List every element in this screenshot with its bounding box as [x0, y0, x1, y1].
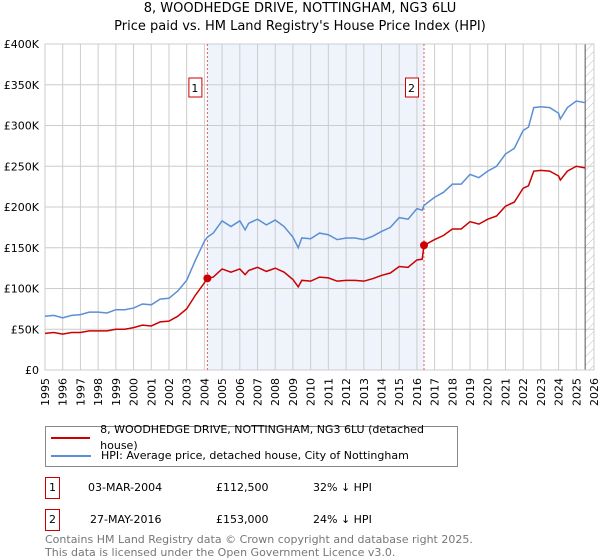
- price-paid-line: [44, 165, 586, 335]
- x-tick-label: 2019: [464, 378, 477, 406]
- x-tick-label: 2012: [340, 378, 353, 406]
- x-tick-label: 2008: [269, 378, 282, 406]
- x-tick-label: 2007: [252, 378, 265, 406]
- x-tick-label: 2000: [128, 378, 141, 406]
- y-tick-label: £300K: [4, 120, 40, 133]
- red-line-swatch: [51, 437, 91, 439]
- sale-marker-label: 1: [45, 477, 60, 499]
- x-tick-label: 2004: [198, 378, 211, 406]
- hpi-line: [44, 100, 586, 319]
- chart-title: 8, WOODHEDGE DRIVE, NOTTINGHAM, NG3 6LU: [143, 1, 457, 16]
- legend: 8, WOODHEDGE DRIVE, NOTTINGHAM, NG3 6LU …: [45, 423, 458, 467]
- x-tick-label: 2002: [163, 378, 176, 406]
- x-tick-label: 2005: [216, 378, 229, 406]
- x-tick-label: 2003: [181, 378, 194, 406]
- blue-line-swatch: [51, 455, 91, 457]
- sale-price: £153,000: [216, 513, 269, 526]
- x-tick-label: 2001: [145, 378, 158, 406]
- x-tick-label: 2017: [429, 378, 442, 406]
- y-tick-label: £150K: [4, 242, 40, 255]
- x-tick-label: 1999: [110, 378, 123, 406]
- x-tick-label: 2014: [375, 378, 388, 406]
- y-tick-label: £250K: [4, 160, 40, 173]
- legend-item-property: 8, WOODHEDGE DRIVE, NOTTINGHAM, NG3 6LU …: [51, 423, 457, 452]
- sale-point: [419, 241, 428, 250]
- y-tick-label: £100K: [4, 283, 40, 296]
- x-tick-label: 2023: [535, 378, 548, 406]
- sale-row-2: 2 27-MAY-2016 £153,000 24% ↓ HPI: [45, 509, 445, 531]
- sale-marker-label: 1: [191, 82, 198, 95]
- sale-marker-box: [188, 77, 203, 98]
- x-tick-label: 2013: [358, 378, 371, 406]
- footer-licence: This data is licensed under the Open Gov…: [45, 546, 396, 559]
- y-tick-label: £200K: [4, 201, 40, 214]
- plot-border: [44, 43, 595, 371]
- price-chart: 1995 1996 1997 1998 1999 2000 2001 2002 2003 2004…: [4, 38, 600, 406]
- sale-price: £112,500: [216, 481, 269, 494]
- x-tick-label: 2015: [393, 378, 406, 406]
- x-tick-label: 2025: [570, 378, 583, 406]
- x-tick-label: 1996: [57, 378, 70, 406]
- sale-hpi-diff: 24% ↓ HPI: [313, 513, 372, 526]
- legend-label: HPI: Average price, detached house, City…: [101, 449, 409, 462]
- chart-subtitle: Price paid vs. HM Land Registry's House …: [114, 19, 486, 34]
- x-tick-label: 2022: [517, 378, 530, 406]
- y-tick-label: £350K: [4, 79, 40, 92]
- sale-point: [203, 274, 212, 283]
- x-tick-label: 2010: [305, 378, 318, 406]
- y-tick-label: £0: [25, 364, 39, 377]
- y-tick-label: £50K: [11, 323, 40, 336]
- x-tick-label: 2016: [411, 378, 424, 406]
- x-tick-label: 2024: [553, 378, 566, 406]
- legend-label: 8, WOODHEDGE DRIVE, NOTTINGHAM, NG3 6LU …: [100, 423, 424, 452]
- sale-date: 03-MAR-2004: [88, 481, 163, 494]
- footer-copyright: Contains HM Land Registry data © Crown c…: [45, 533, 473, 546]
- x-tick-label: 2021: [499, 378, 512, 406]
- x-tick-label: 1995: [39, 378, 52, 406]
- x-tick-label: 2006: [234, 378, 247, 406]
- x-tick-label: 2011: [322, 378, 335, 406]
- sale-hpi-diff: 32% ↓ HPI: [313, 481, 372, 494]
- sale-marker-label: 2: [408, 82, 415, 95]
- sale-marker-box: [404, 77, 419, 98]
- y-tick-label: £400K: [4, 38, 40, 51]
- x-tick-label: 2026: [588, 378, 600, 406]
- x-tick-label: 1998: [92, 378, 105, 406]
- sale-marker-label: 2: [45, 509, 60, 531]
- x-tick-label: 2018: [446, 378, 459, 406]
- x-tick-label: 2020: [482, 378, 495, 406]
- x-tick-label: 2009: [287, 378, 300, 406]
- legend-item-hpi: HPI: Average price, detached house, City…: [51, 448, 409, 464]
- x-tick-label: 1997: [74, 378, 87, 406]
- sale-row-1: 1 03-MAR-2004 £112,500 32% ↓ HPI: [45, 477, 445, 499]
- sale-date: 27-MAY-2016: [90, 513, 162, 526]
